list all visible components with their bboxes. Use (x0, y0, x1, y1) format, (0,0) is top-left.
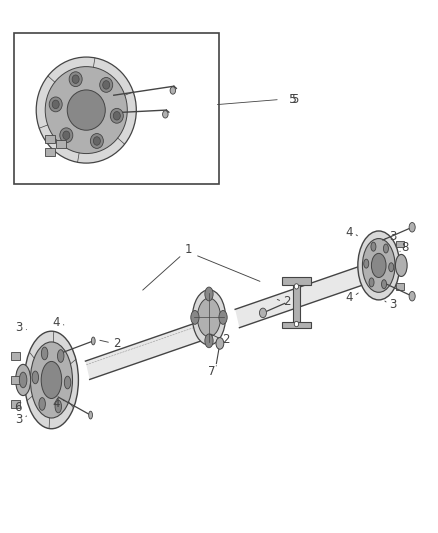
Ellipse shape (63, 131, 70, 140)
Ellipse shape (381, 280, 386, 289)
Text: 3: 3 (389, 298, 396, 311)
Ellipse shape (36, 57, 136, 163)
Text: 4: 4 (52, 397, 60, 410)
Ellipse shape (55, 400, 61, 413)
Ellipse shape (93, 137, 100, 145)
Text: 4: 4 (52, 316, 60, 329)
Text: 5: 5 (291, 93, 299, 106)
Ellipse shape (191, 311, 199, 324)
Bar (45, 135, 55, 143)
Bar (11, 376, 21, 384)
Text: 2: 2 (283, 295, 290, 308)
Ellipse shape (216, 337, 224, 349)
Polygon shape (85, 321, 205, 379)
Ellipse shape (52, 100, 59, 109)
Ellipse shape (64, 376, 71, 389)
Ellipse shape (409, 222, 415, 232)
Polygon shape (235, 265, 367, 328)
Ellipse shape (19, 372, 27, 388)
Ellipse shape (198, 298, 221, 337)
Ellipse shape (358, 231, 399, 300)
Ellipse shape (383, 244, 389, 253)
Text: 2: 2 (113, 337, 120, 350)
Ellipse shape (100, 77, 113, 92)
Ellipse shape (371, 253, 386, 278)
Text: 6: 6 (14, 400, 21, 414)
Ellipse shape (205, 334, 213, 348)
Ellipse shape (409, 292, 415, 301)
Ellipse shape (57, 350, 64, 362)
Bar (396, 240, 404, 247)
Ellipse shape (205, 287, 213, 301)
Ellipse shape (396, 254, 407, 277)
Ellipse shape (49, 97, 62, 112)
Ellipse shape (110, 108, 124, 123)
Text: 3: 3 (15, 321, 22, 334)
Text: 3: 3 (389, 230, 396, 243)
Ellipse shape (192, 290, 226, 345)
Bar (11, 352, 21, 360)
Bar (11, 400, 21, 408)
Ellipse shape (16, 365, 31, 395)
Ellipse shape (369, 278, 374, 287)
Ellipse shape (389, 263, 394, 272)
Ellipse shape (364, 259, 369, 268)
Bar (283, 277, 311, 285)
Bar (45, 148, 55, 156)
Ellipse shape (39, 398, 46, 410)
Text: 1: 1 (185, 243, 192, 256)
Ellipse shape (67, 90, 105, 130)
Text: 4: 4 (346, 225, 353, 239)
Ellipse shape (60, 128, 73, 143)
Ellipse shape (69, 72, 82, 87)
Ellipse shape (72, 75, 79, 84)
Ellipse shape (102, 80, 110, 89)
Ellipse shape (45, 67, 127, 154)
Ellipse shape (294, 321, 299, 327)
Text: 3: 3 (15, 413, 22, 426)
Ellipse shape (113, 111, 120, 120)
Bar (293, 282, 300, 322)
Ellipse shape (30, 342, 72, 418)
Ellipse shape (170, 87, 176, 94)
Text: 4: 4 (346, 291, 353, 304)
Bar (56, 140, 66, 148)
Text: 8: 8 (402, 241, 409, 254)
Ellipse shape (88, 411, 92, 419)
Ellipse shape (32, 371, 39, 384)
Bar (396, 283, 404, 290)
Ellipse shape (92, 337, 95, 345)
Ellipse shape (25, 331, 78, 429)
Ellipse shape (90, 134, 103, 148)
Ellipse shape (371, 242, 376, 251)
Ellipse shape (41, 347, 48, 360)
Text: 7: 7 (208, 365, 216, 378)
Ellipse shape (219, 311, 227, 324)
Ellipse shape (162, 111, 168, 118)
Ellipse shape (41, 361, 62, 399)
Ellipse shape (259, 308, 266, 318)
Bar (14, 33, 219, 184)
Ellipse shape (362, 239, 395, 292)
Text: 5: 5 (289, 93, 297, 106)
Ellipse shape (294, 284, 299, 289)
Bar (283, 322, 311, 328)
Text: 2: 2 (222, 333, 230, 346)
